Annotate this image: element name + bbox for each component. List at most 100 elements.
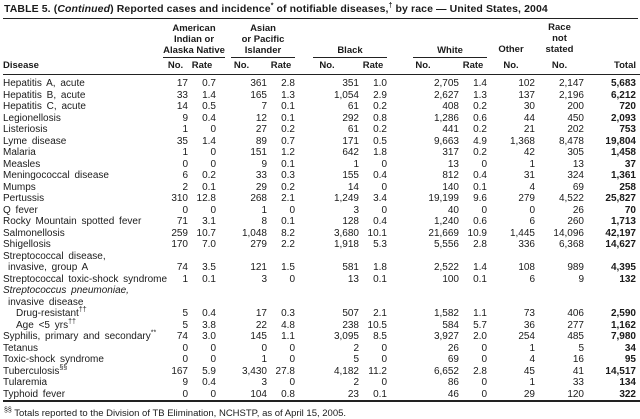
value-cell: 26 xyxy=(572,204,584,216)
value-cell: 40 xyxy=(447,204,459,216)
table-row: invasive disease xyxy=(3,297,640,309)
value-cell: 6,368 xyxy=(558,239,584,250)
total-cell: 1,361 xyxy=(610,170,636,181)
table-row: Legionellosis 9 0.4 12 0.1 292 0.8 1,286 0.6 44 45… xyxy=(3,113,640,125)
value-cell: 4 xyxy=(529,181,535,193)
value-cell: 3,680 xyxy=(333,227,359,239)
total-cell: 720 xyxy=(619,101,636,112)
total-cell: 258 xyxy=(619,181,636,193)
total-cell: 95 xyxy=(624,354,636,365)
total-cell xyxy=(584,285,640,297)
value-cell xyxy=(163,285,188,297)
value-cell: 5 xyxy=(182,308,188,319)
value-cell: 145 xyxy=(250,331,267,342)
value-cell: 151 xyxy=(250,147,267,158)
value-cell: 0.5 xyxy=(373,135,387,147)
table-row: Tularemia 9 0.4 3 0 2 0 86 0 1 33 134 xyxy=(3,377,640,389)
total-cell: 4,395 xyxy=(610,262,636,273)
value-cell: 0.4 xyxy=(202,377,216,388)
table-row: Streptococcal toxic-shock syndrome 1 0.1 3 0… xyxy=(3,274,640,286)
value-cell: 165 xyxy=(250,89,267,101)
value-cell: 0.4 xyxy=(373,216,387,227)
total-cell xyxy=(584,297,640,309)
disease-label: Mumps xyxy=(3,181,36,193)
value-cell: 0 xyxy=(481,158,487,170)
value-cell: 45 xyxy=(523,365,535,377)
total-cell: 14,517 xyxy=(605,365,636,377)
table-title: TABLE 5. (Continued) Reported cases and … xyxy=(3,3,638,19)
value-cell: 0.1 xyxy=(373,273,387,285)
disease-label: Measles xyxy=(3,158,41,170)
value-cell: 812 xyxy=(442,170,459,181)
value-cell xyxy=(535,251,584,263)
total-cell: 1,162 xyxy=(610,319,636,331)
value-cell: 1 xyxy=(261,204,267,216)
value-cell: 69 xyxy=(447,354,459,365)
value-cell: 36 xyxy=(523,319,535,331)
value-cell: 2.0 xyxy=(473,331,487,342)
table-footnote: §§ Totals reported to the Division of TB… xyxy=(3,402,638,419)
col-header-no: No. xyxy=(216,58,267,75)
value-cell xyxy=(487,297,535,309)
value-cell: 100 xyxy=(442,273,459,285)
value-cell: 33 xyxy=(572,377,584,388)
value-cell: 0.8 xyxy=(373,112,387,124)
value-cell: 5.7 xyxy=(473,319,487,331)
disease-label: Syphilis, primary and secondary** xyxy=(3,329,157,342)
total-cell: 7,980 xyxy=(610,331,636,342)
value-cell: 0 xyxy=(481,388,487,400)
disease-label: Typhoid fever xyxy=(3,388,66,400)
value-cell: 0 xyxy=(210,158,216,170)
value-cell: 0 xyxy=(210,354,216,365)
value-cell: 170 xyxy=(171,239,188,250)
value-cell: 0.7 xyxy=(202,78,216,89)
table-row: Hepatitis C, acute 14 0.5 7 0.1 61 0.2 408 0.2 30… xyxy=(3,101,640,113)
value-cell: 22 xyxy=(255,319,267,331)
value-cell: 29 xyxy=(523,388,535,400)
value-cell: 1,054 xyxy=(333,89,359,101)
title-text: by race — United States, 2004 xyxy=(392,3,548,15)
value-cell: 0.3 xyxy=(281,170,295,181)
value-cell: 5 xyxy=(353,354,359,365)
disease-label: Hepatitis C, acute xyxy=(3,101,86,112)
value-cell: 128 xyxy=(342,216,359,227)
total-cell: 25,827 xyxy=(605,193,636,204)
value-cell: 259 xyxy=(171,227,188,239)
disease-label: Hepatitis B, acute xyxy=(3,89,86,101)
value-cell: 0.1 xyxy=(202,273,216,285)
value-cell: 8.5 xyxy=(373,331,387,342)
value-cell: 0.3 xyxy=(281,308,295,319)
value-cell: 9.6 xyxy=(473,193,487,204)
value-cell: 3,927 xyxy=(433,331,459,342)
value-cell xyxy=(163,251,188,263)
footnote-marker: †† xyxy=(68,318,76,326)
table-row: Age <5 yrs†† 5 3.8 22 4.8 238 10.5 584 5.7 36 277 1… xyxy=(3,318,640,332)
value-cell: 0 xyxy=(381,158,387,170)
value-cell: 3.4 xyxy=(373,193,387,204)
group-header-race-not-stated: Race not stated xyxy=(545,22,574,55)
disease-label: Age <5 yrs†† xyxy=(16,318,76,331)
disease-label: Tetanus xyxy=(3,342,39,354)
value-cell: 2,522 xyxy=(433,262,459,273)
table-row: Streptococcus pneumoniae, xyxy=(3,285,640,297)
table-row: Drug-resistant†† 5 0.4 17 0.3 507 2.1 1,582 1.1 7… xyxy=(3,307,640,320)
table-row: invasive, group A 74 3.5 121 1.5 581 1.8 2,522 1… xyxy=(3,262,640,274)
table-row: Tuberculosis§§ 167 5.9 3,430 27.8 4,182 11.2 6,… xyxy=(3,364,640,378)
value-cell: 6 xyxy=(182,170,188,181)
value-cell: 1,582 xyxy=(433,308,459,319)
col-header-no: No. xyxy=(387,58,459,75)
value-cell: 2.2 xyxy=(281,239,295,250)
value-cell: 0.2 xyxy=(281,124,295,135)
value-cell xyxy=(359,297,387,309)
value-cell: 2,627 xyxy=(433,89,459,101)
value-cell: 16 xyxy=(572,354,584,365)
value-cell: 0 xyxy=(210,388,216,400)
value-cell xyxy=(359,251,387,263)
value-cell: 0 xyxy=(261,342,267,354)
table-frame: American Indian or Alaska Native Asian o… xyxy=(3,21,640,402)
total-cell: 134 xyxy=(619,377,636,388)
value-cell: 441 xyxy=(442,124,459,135)
total-cell: 42,197 xyxy=(605,227,636,239)
value-cell: 0 xyxy=(381,204,387,216)
value-cell: 167 xyxy=(171,365,188,377)
